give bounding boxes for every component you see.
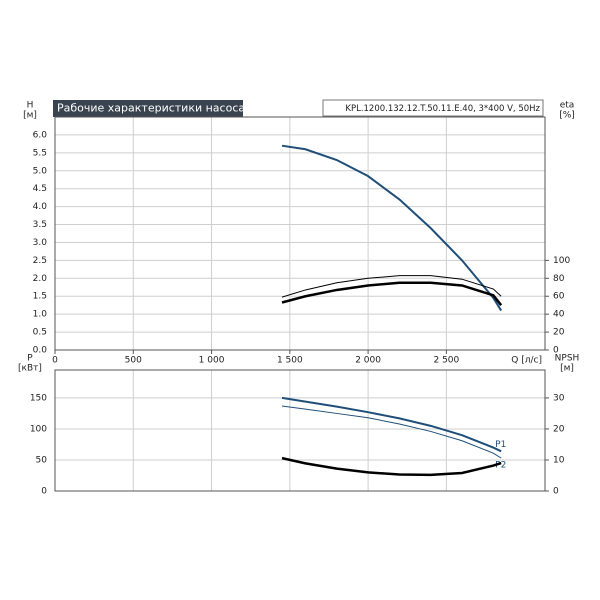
y-tick-label: 5.0 [33,166,48,176]
subtitle-box [322,99,544,117]
y-tick-label: 3.5 [33,220,47,230]
y2-tick-label: 20 [553,328,565,338]
x-tick-label: 2 500 [433,356,459,366]
y-tick-label: 50 [36,455,48,465]
y-tick-label: 5.5 [33,148,47,158]
chart-title: Рабочие характеристики насоса [57,102,245,115]
y-tick-label: 4.5 [33,184,47,194]
y2-tick-label: 0 [553,487,559,497]
y2-axis-label: NPSH [555,354,580,364]
x-tick-label: 500 [125,356,142,366]
plot-frame [54,369,546,492]
series-label: P2 [495,461,506,471]
x-axis-label: Q [л/с] [511,356,542,366]
series-line [281,405,502,459]
y-axis-label: P [27,354,33,364]
series-line [281,396,502,453]
y2-tick-label: 20 [553,424,565,434]
title-box [53,100,243,117]
y2-tick-label: 60 [553,292,565,302]
y-tick-label: 2.5 [33,256,47,266]
y-tick-label: 3.0 [33,238,48,248]
y-axis-unit: [кВт] [18,364,42,374]
y-tick-label: 1.0 [33,310,48,320]
y2-axis-unit: [%] [559,111,575,121]
series-label: P1 [495,440,506,450]
x-tick-label: 2 000 [355,356,381,366]
y2-tick-label: 0 [553,346,559,356]
x-tick-label: 1 000 [199,356,225,366]
y-tick-label: 150 [30,393,47,403]
x-tick-label: 0 [52,356,58,366]
y-tick-label: 0 [41,487,47,497]
y-tick-label: 100 [30,424,47,434]
y-tick-label: 6.0 [33,130,48,140]
y2-tick-label: 40 [553,310,565,320]
y-tick-label: 0.5 [33,328,47,338]
y-tick-label: 1.5 [33,292,47,302]
x-tick-label: 1 500 [277,356,303,366]
y2-tick-label: 10 [553,455,565,465]
series-line [281,275,502,298]
chart-subtitle: KPL.1200.132.12.T.50.11.E.40, 3*400 V, 5… [345,104,540,114]
y-tick-label: 4.0 [33,202,48,212]
y-tick-label: 2.0 [33,274,48,284]
y2-axis-unit: [м] [560,364,574,374]
series-line [281,281,503,306]
y-axis-unit: [м] [23,111,37,121]
series-line [281,456,502,477]
y-tick-label: 0.0 [33,346,48,356]
y2-tick-label: 30 [553,393,565,403]
plot-frame [54,116,546,351]
y2-axis-label: eta [560,101,575,111]
y2-tick-label: 80 [553,274,565,284]
y-axis-label: H [27,101,34,111]
y2-tick-label: 100 [553,256,570,266]
